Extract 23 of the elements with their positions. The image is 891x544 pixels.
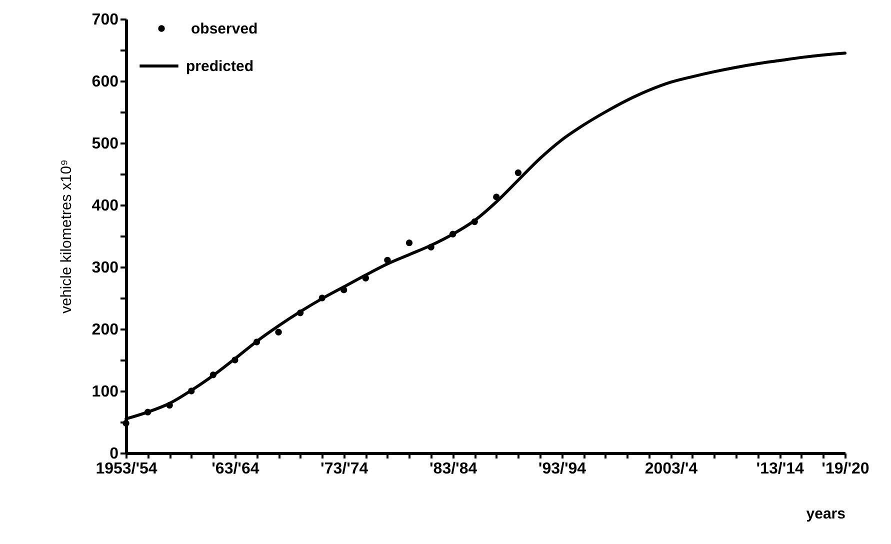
x-tick-label: '63/'64 — [212, 460, 260, 478]
x-tick-label: '19/'20 — [822, 460, 870, 478]
point — [406, 239, 413, 246]
x-tick-label: 1953/'54 — [96, 460, 158, 478]
x-tick-label: 2003/'4 — [644, 460, 698, 478]
y-tick-label: 0 — [110, 446, 119, 462]
y-axis-title: vehicle kilometres x10⁹ — [58, 160, 75, 314]
y-tick-label: 200 — [92, 322, 119, 338]
x-tick-label: '93/'94 — [538, 460, 586, 478]
y-tick-label: 400 — [92, 198, 119, 214]
point — [275, 328, 282, 336]
y-tick-label: 500 — [92, 136, 119, 152]
y-tick-label: 300 — [92, 260, 119, 276]
legend-label: predicted — [186, 58, 254, 75]
legend-label: observed — [191, 20, 258, 38]
y-tick-label: 600 — [92, 74, 119, 90]
y-tick-label: 700 — [92, 12, 119, 28]
x-tick-label: '73/'74 — [320, 460, 368, 478]
x-axis-title: years — [806, 506, 846, 522]
x-tick-label: '83/'84 — [429, 460, 478, 478]
y-tick-label: 100 — [92, 384, 119, 400]
x-tick-label: '13/'14 — [756, 460, 804, 478]
point — [514, 169, 522, 176]
